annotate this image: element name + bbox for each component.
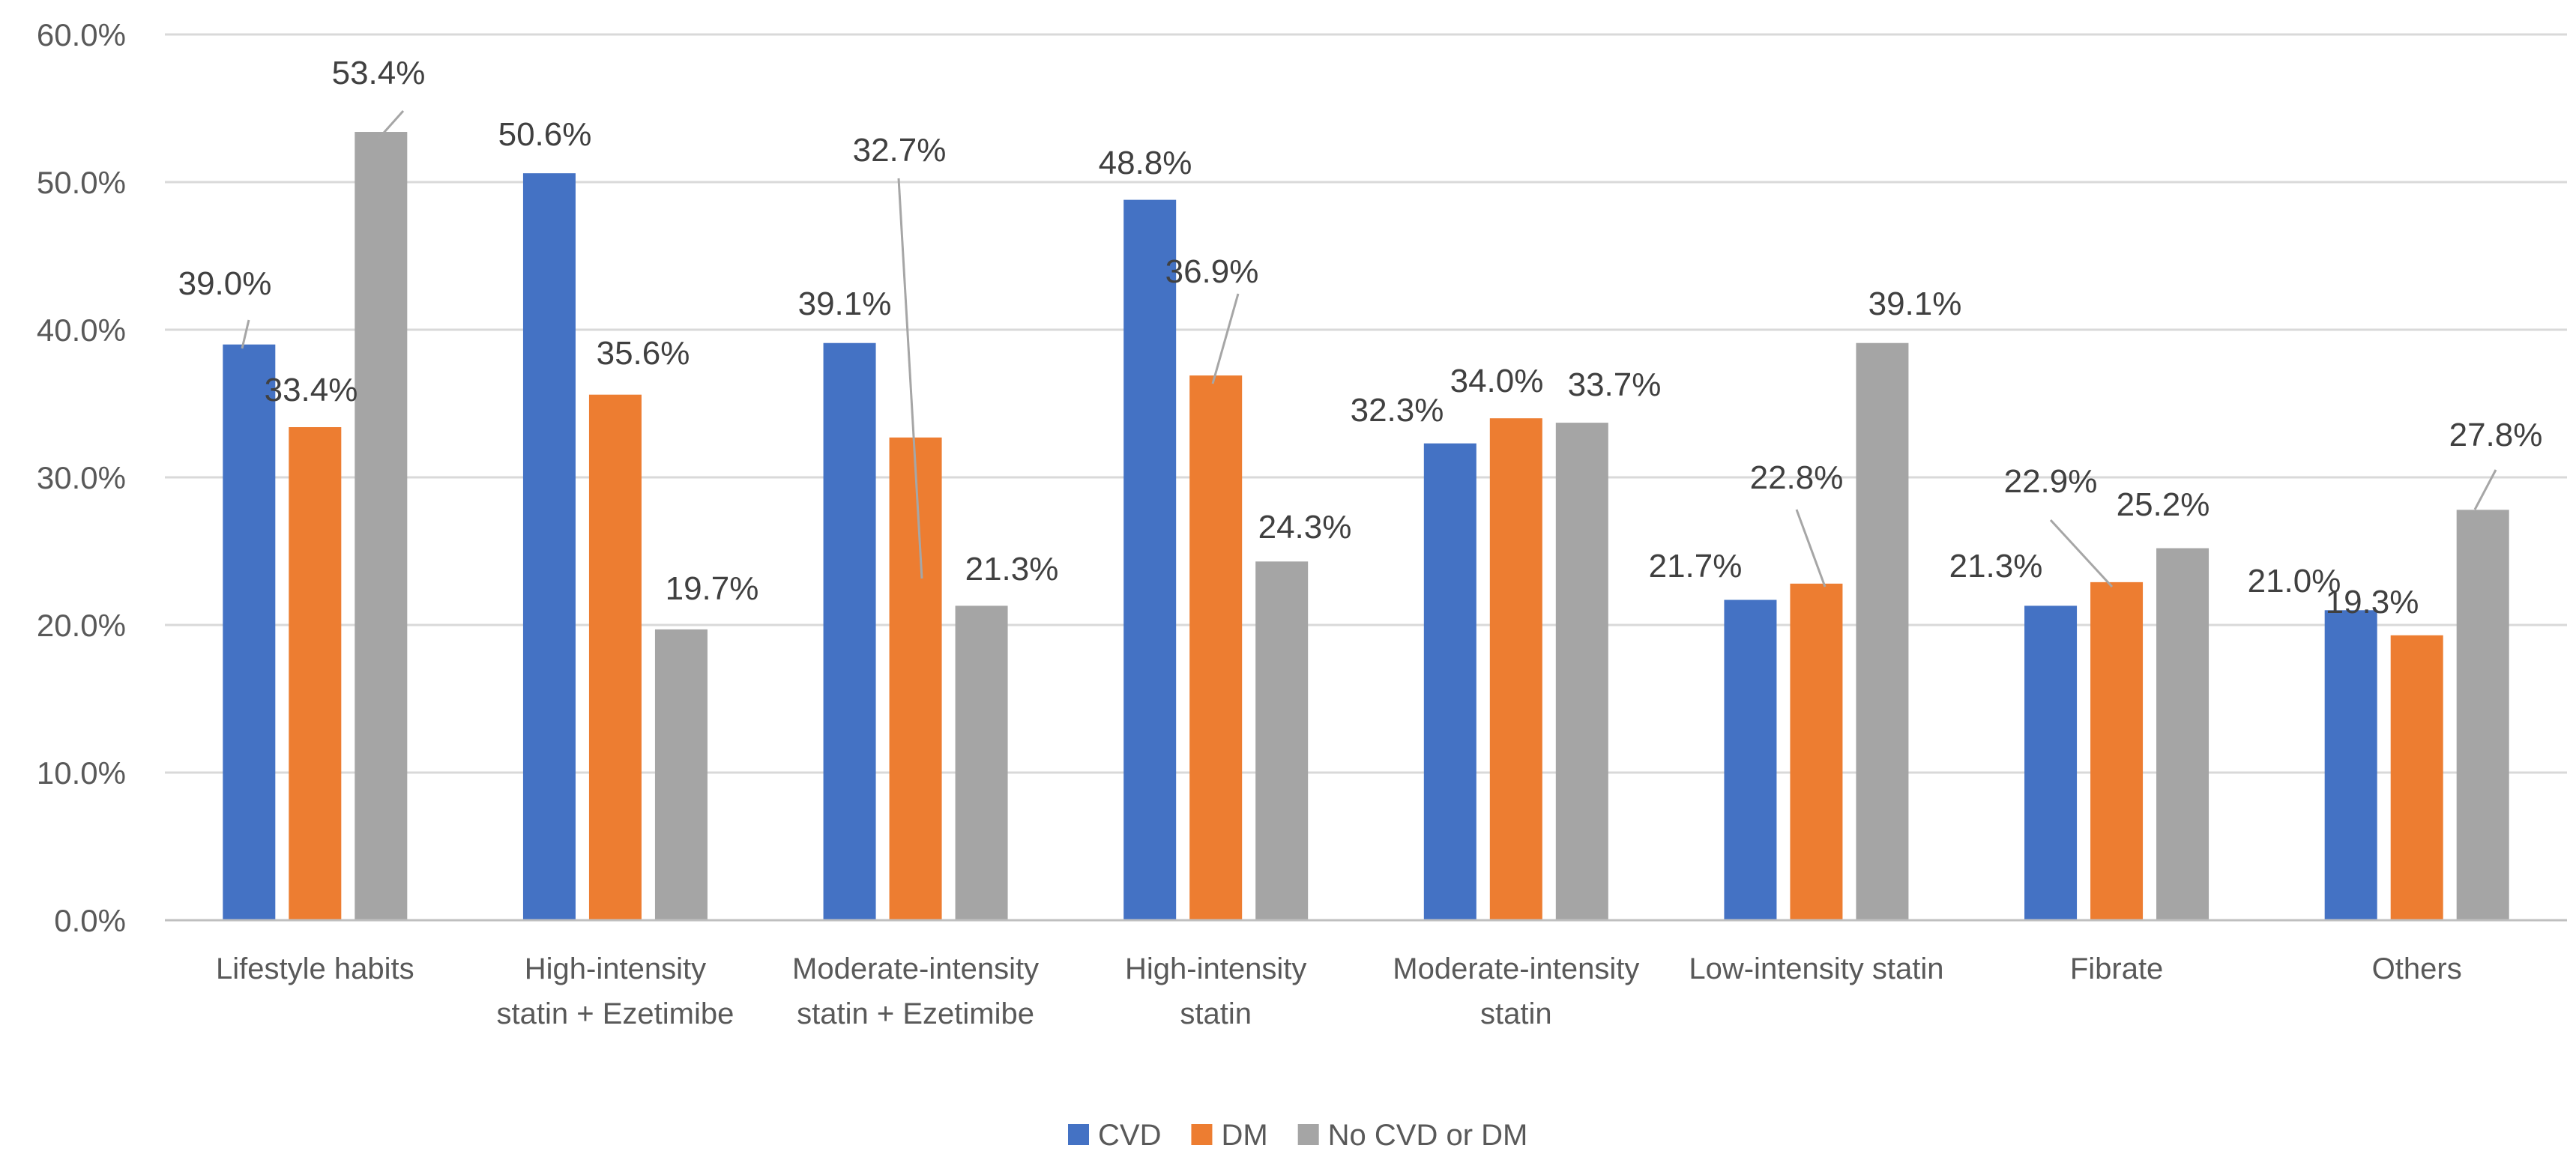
x-tick-label: Moderate-intensity <box>792 952 1039 985</box>
leader-line <box>1795 509 1827 588</box>
bar-no-cvd-or-dm <box>654 629 708 920</box>
bar-no-cvd-or-dm <box>1255 561 1309 920</box>
data-label: 39.1% <box>1868 286 1962 322</box>
bar-dm <box>2090 582 2144 920</box>
legend-swatch <box>1297 1124 1319 1145</box>
data-label: 39.0% <box>178 265 272 302</box>
data-label: 32.3% <box>1351 392 1444 429</box>
leader-line <box>2049 519 2114 588</box>
y-tick-label: 20.0% <box>37 608 126 643</box>
data-label: 19.3% <box>2326 584 2419 620</box>
axes: 0.0% 10.0% 20.0% 30.0% 40.0% 50.0% 60.0% Lifest… <box>37 17 2567 1030</box>
bar-cvd <box>2024 605 2078 920</box>
y-tick-label: 0.0% <box>54 903 126 938</box>
data-label: 35.6% <box>597 335 690 372</box>
bar-no-cvd-or-dm <box>955 605 1008 920</box>
bar-cvd <box>223 344 276 920</box>
bar-dm <box>1489 418 1542 920</box>
data-label: 33.7% <box>1568 366 1662 403</box>
data-label: 21.3% <box>965 551 1059 588</box>
data-label: 22.9% <box>2004 463 2098 500</box>
x-tick-label: Fibrate <box>2070 952 2164 985</box>
bar-no-cvd-or-dm <box>355 132 408 920</box>
data-label: 50.6% <box>498 116 592 153</box>
leader-line <box>1211 293 1240 384</box>
y-tick-label: 60.0% <box>37 17 126 52</box>
data-label: 24.3% <box>1258 509 1352 546</box>
legend: CVD DM No CVD or DM <box>1068 1119 1527 1152</box>
x-tick-label: statin + Ezetimibe <box>797 997 1034 1030</box>
bar-cvd <box>522 173 576 920</box>
data-label: 39.1% <box>798 286 892 322</box>
data-label: 48.8% <box>1099 145 1192 181</box>
data-label: 21.3% <box>1949 548 2043 585</box>
bar-no-cvd-or-dm <box>2156 548 2209 920</box>
data-label: 21.7% <box>1649 548 1743 585</box>
data-label: 34.0% <box>1450 363 1544 399</box>
y-tick-label: 30.0% <box>37 460 126 495</box>
legend-swatch <box>1191 1124 1213 1145</box>
data-label: 36.9% <box>1165 253 1259 290</box>
data-label: 22.8% <box>1750 459 1844 496</box>
leader-line <box>377 110 405 139</box>
bar-dm <box>889 437 942 920</box>
x-tick-label: High-intensity <box>1125 952 1306 985</box>
data-label: 27.8% <box>2449 417 2543 453</box>
bar-cvd <box>823 342 876 921</box>
x-tick-label: statin <box>1180 997 1252 1030</box>
y-tick-label: 10.0% <box>37 755 126 791</box>
bar-cvd <box>1724 599 1777 920</box>
legend-label: DM <box>1221 1119 1267 1152</box>
y-tick-label: 40.0% <box>37 312 126 348</box>
bar-dm <box>1189 375 1243 920</box>
bar-dm <box>289 427 342 920</box>
bar-cvd <box>1123 199 1177 920</box>
x-tick-label: Low-intensity statin <box>1689 952 1943 985</box>
bar-dm <box>2390 635 2443 920</box>
y-tick-label: 50.0% <box>37 165 126 200</box>
bar-cvd <box>1423 443 1476 920</box>
x-tick-label: Moderate-intensity <box>1393 952 1639 985</box>
leader-line <box>897 178 923 579</box>
bars <box>223 132 2509 921</box>
bar-cvd <box>2324 610 2377 920</box>
data-labels: 39.0% 50.6% 39.1% 48.8% 32.3% 21.7% 21.3% 21.0%… <box>178 55 2543 620</box>
x-tick-label: statin + Ezetimibe <box>497 997 735 1030</box>
x-tick-label: Lifestyle habits <box>216 952 414 985</box>
data-label: 32.7% <box>853 132 947 169</box>
data-label: 21.0% <box>2248 563 2341 599</box>
legend-label: No CVD or DM <box>1328 1119 1528 1152</box>
legend-label: CVD <box>1098 1119 1161 1152</box>
leader-line <box>241 319 250 349</box>
data-label: 33.4% <box>265 372 358 408</box>
data-label: 25.2% <box>2117 486 2210 523</box>
x-tick-label: Others <box>2372 952 2462 985</box>
x-tick-label: High-intensity <box>525 952 706 985</box>
leader-line <box>2473 469 2497 510</box>
leader-lines <box>241 110 2497 588</box>
data-label: 53.4% <box>332 55 426 91</box>
legend-swatch <box>1068 1124 1089 1145</box>
bar-dm <box>588 394 642 920</box>
x-tick-label: statin <box>1480 997 1552 1030</box>
bar-no-cvd-or-dm <box>2456 510 2509 920</box>
bar-no-cvd-or-dm <box>1555 423 1608 920</box>
bar-no-cvd-or-dm <box>1856 342 1909 921</box>
bar-dm <box>1790 583 1843 920</box>
data-label: 19.7% <box>666 570 759 607</box>
